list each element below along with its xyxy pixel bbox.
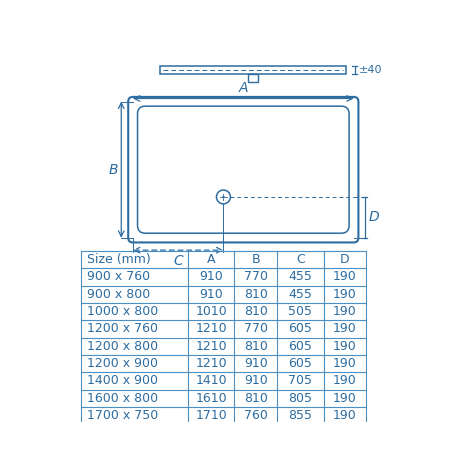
- Text: A: A: [238, 82, 248, 95]
- Text: 805: 805: [288, 392, 312, 405]
- Text: 1200 x 760: 1200 x 760: [87, 322, 158, 336]
- Text: 190: 190: [333, 288, 357, 301]
- Text: 505: 505: [288, 305, 312, 318]
- Text: 605: 605: [288, 357, 312, 370]
- Text: 1200 x 800: 1200 x 800: [87, 340, 158, 353]
- Text: 1700 x 750: 1700 x 750: [87, 409, 158, 422]
- Text: ±40: ±40: [358, 65, 382, 75]
- FancyBboxPatch shape: [248, 74, 258, 82]
- FancyBboxPatch shape: [137, 106, 349, 233]
- Text: 1710: 1710: [195, 409, 227, 422]
- Text: 190: 190: [333, 340, 357, 353]
- Text: 190: 190: [333, 357, 357, 370]
- Circle shape: [222, 196, 225, 198]
- Text: 1010: 1010: [195, 305, 227, 318]
- Text: 455: 455: [288, 270, 312, 283]
- Text: 1210: 1210: [195, 357, 227, 370]
- Text: C: C: [296, 253, 305, 266]
- Text: 910: 910: [244, 374, 268, 387]
- Text: B: B: [251, 253, 260, 266]
- Text: 190: 190: [333, 409, 357, 422]
- Text: 455: 455: [288, 288, 312, 301]
- Text: 810: 810: [244, 305, 268, 318]
- Text: A: A: [207, 253, 215, 266]
- Text: 900 x 800: 900 x 800: [87, 288, 150, 301]
- Circle shape: [217, 190, 230, 204]
- Text: 810: 810: [244, 392, 268, 405]
- Text: 190: 190: [333, 374, 357, 387]
- Text: 605: 605: [288, 322, 312, 336]
- Text: 1600 x 800: 1600 x 800: [87, 392, 158, 405]
- Text: 1210: 1210: [195, 322, 227, 336]
- Text: 910: 910: [199, 288, 223, 301]
- Text: 1400 x 900: 1400 x 900: [87, 374, 158, 387]
- Text: 1200 x 900: 1200 x 900: [87, 357, 158, 370]
- Text: 190: 190: [333, 322, 357, 336]
- Text: 760: 760: [244, 409, 268, 422]
- Text: 910: 910: [244, 357, 268, 370]
- Text: 810: 810: [244, 288, 268, 301]
- Text: 705: 705: [288, 374, 312, 387]
- Text: Size (mm): Size (mm): [87, 253, 151, 266]
- Text: 855: 855: [288, 409, 312, 422]
- Text: 770: 770: [244, 270, 268, 283]
- FancyBboxPatch shape: [128, 97, 358, 242]
- Text: 1610: 1610: [195, 392, 227, 405]
- Text: 900 x 760: 900 x 760: [87, 270, 150, 283]
- Text: 190: 190: [333, 270, 357, 283]
- Text: 190: 190: [333, 392, 357, 405]
- FancyBboxPatch shape: [160, 66, 346, 74]
- Text: D: D: [368, 210, 379, 224]
- Text: B: B: [109, 163, 118, 177]
- Text: 1210: 1210: [195, 340, 227, 353]
- Text: D: D: [340, 253, 350, 266]
- Text: 605: 605: [288, 340, 312, 353]
- Text: 910: 910: [199, 270, 223, 283]
- Text: 190: 190: [333, 305, 357, 318]
- Text: 1410: 1410: [195, 374, 227, 387]
- Text: 810: 810: [244, 340, 268, 353]
- Text: 770: 770: [244, 322, 268, 336]
- Text: C: C: [173, 254, 183, 268]
- Text: 1000 x 800: 1000 x 800: [87, 305, 158, 318]
